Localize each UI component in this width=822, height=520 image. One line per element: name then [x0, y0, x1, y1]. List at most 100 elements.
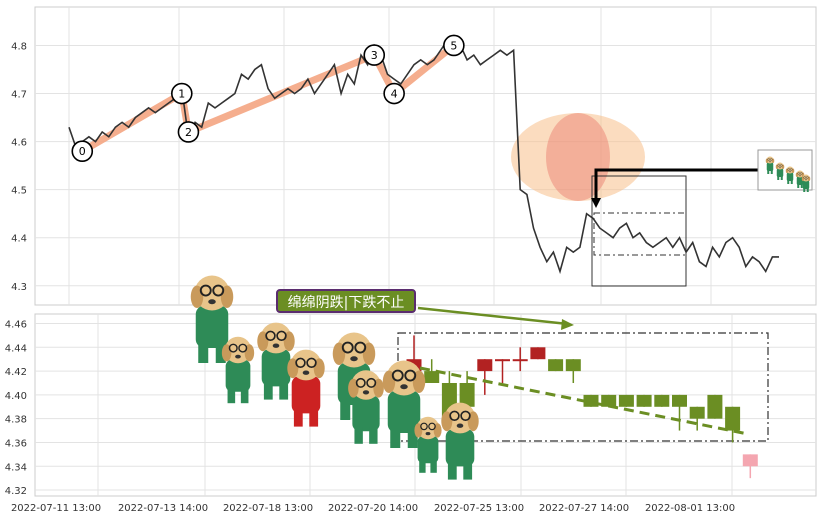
- dog-glasses: [790, 168, 793, 171]
- dog-leg: [430, 460, 437, 473]
- bottom-x-tick-label: 2022-08-01 13:00: [645, 503, 735, 514]
- dog-nose: [302, 370, 310, 375]
- dog-head: [766, 156, 774, 164]
- bottom-x-tick-label: 2022-07-18 13:00: [223, 503, 313, 514]
- candle-body: [530, 347, 546, 360]
- wave-point-1: [171, 82, 193, 105]
- dog-body: [387, 390, 421, 433]
- candle-body: [742, 454, 758, 467]
- dog-nose: [350, 356, 358, 362]
- dog-nose: [400, 384, 408, 390]
- dog-nose: [769, 161, 771, 163]
- zoom-box: [591, 168, 758, 287]
- dog-leg: [240, 388, 249, 404]
- zoom-region-rect: [591, 175, 687, 287]
- dog-glasses: [212, 284, 225, 297]
- dog-mascot: [441, 402, 479, 480]
- dog-head: [260, 322, 292, 354]
- dog-leg: [777, 176, 780, 180]
- dog-glasses: [295, 357, 306, 369]
- top-y-tick-label: 4.3: [11, 282, 27, 293]
- wave-point-label: 1: [178, 88, 185, 101]
- dog-body: [786, 172, 794, 181]
- bottom-y-tick-label: 4.38: [5, 415, 27, 426]
- dog-mascot: [287, 349, 325, 427]
- dog-head: [786, 166, 794, 174]
- top-y-tick-label: 4.4: [11, 234, 27, 245]
- candle-body: [495, 359, 510, 362]
- candle-body: [654, 394, 670, 407]
- dog-mascot: [414, 416, 442, 473]
- dog-leg: [770, 170, 773, 174]
- dog-nose: [425, 432, 431, 436]
- dog-head: [386, 360, 422, 396]
- bottom-x-ticks: 2022-07-11 13:00 2022-07-13 14:00 2022-07-…: [11, 503, 735, 514]
- dog-body: [766, 162, 774, 171]
- dog-body: [776, 168, 784, 177]
- candle-body: [707, 394, 723, 419]
- dog-leg: [419, 460, 426, 473]
- annotation-arrow-line: [417, 306, 569, 326]
- top-y-tick-label: 4.7: [11, 90, 27, 101]
- dog-leg: [806, 188, 809, 192]
- dog-leg: [309, 409, 319, 427]
- dog-leg: [463, 462, 473, 480]
- bottom-y-tick-label: 4.36: [5, 438, 27, 449]
- dog-nose: [208, 299, 216, 305]
- dog-glasses: [767, 158, 770, 161]
- dog-mascot: [785, 166, 795, 184]
- dog-leg: [293, 409, 303, 427]
- dog-glasses: [787, 168, 790, 171]
- dog-body: [417, 436, 439, 464]
- dog-leg: [198, 343, 209, 363]
- dog-head: [802, 174, 810, 182]
- dog-leg: [263, 382, 273, 400]
- wave-point-label: 3: [371, 49, 378, 62]
- dog-body: [261, 349, 291, 387]
- zoom-ovals: [511, 113, 645, 201]
- dog-leg: [227, 388, 236, 404]
- candle-body: [725, 406, 741, 431]
- candle-body: [565, 359, 581, 372]
- dog-leg: [340, 400, 351, 420]
- dog-nose: [272, 343, 280, 348]
- dog-leg: [369, 427, 378, 444]
- dog-leg: [780, 176, 783, 180]
- dog-glasses: [803, 176, 806, 179]
- dog-leg: [797, 184, 800, 188]
- dog-mascot: [382, 360, 426, 448]
- dog-glasses: [355, 377, 366, 388]
- dog-glasses: [797, 172, 800, 175]
- dog-nose: [805, 179, 807, 181]
- dog-glasses: [777, 164, 780, 167]
- dog-body: [225, 359, 251, 392]
- bottom-y-ticks: 4.32 4.34 4.36 4.38 4.40 4.42 4.44 4.46: [5, 320, 27, 498]
- dog-leg: [447, 462, 457, 480]
- bottom-y-tick-label: 4.42: [5, 367, 27, 378]
- trend-line: [419, 366, 749, 436]
- candle-body: [636, 394, 652, 407]
- dog-body: [802, 180, 810, 189]
- bottom-x-tick-label: 2022-07-25 13:00: [434, 503, 524, 514]
- candle-body: [618, 394, 634, 407]
- dog-leg: [215, 343, 226, 363]
- dog-glasses: [366, 377, 377, 388]
- dog-glasses: [420, 422, 428, 431]
- dog-leg: [390, 428, 401, 448]
- dog-mascot: [348, 370, 384, 444]
- mascot-dogs: [190, 275, 479, 480]
- dog-nose: [456, 423, 464, 428]
- wave-point-5: [443, 34, 465, 57]
- dog-head: [776, 162, 784, 170]
- dog-leg: [279, 382, 289, 400]
- dog-glasses: [228, 343, 238, 353]
- wave-point-3: [363, 44, 386, 66]
- dog-head: [194, 275, 230, 311]
- dog-glasses: [780, 164, 783, 167]
- annotation-arrow: [417, 306, 574, 330]
- candle-body: [512, 359, 528, 362]
- dog-glasses: [404, 369, 417, 382]
- dog-glasses: [770, 158, 773, 161]
- candle-body: [689, 406, 705, 419]
- candle-body: [583, 394, 599, 407]
